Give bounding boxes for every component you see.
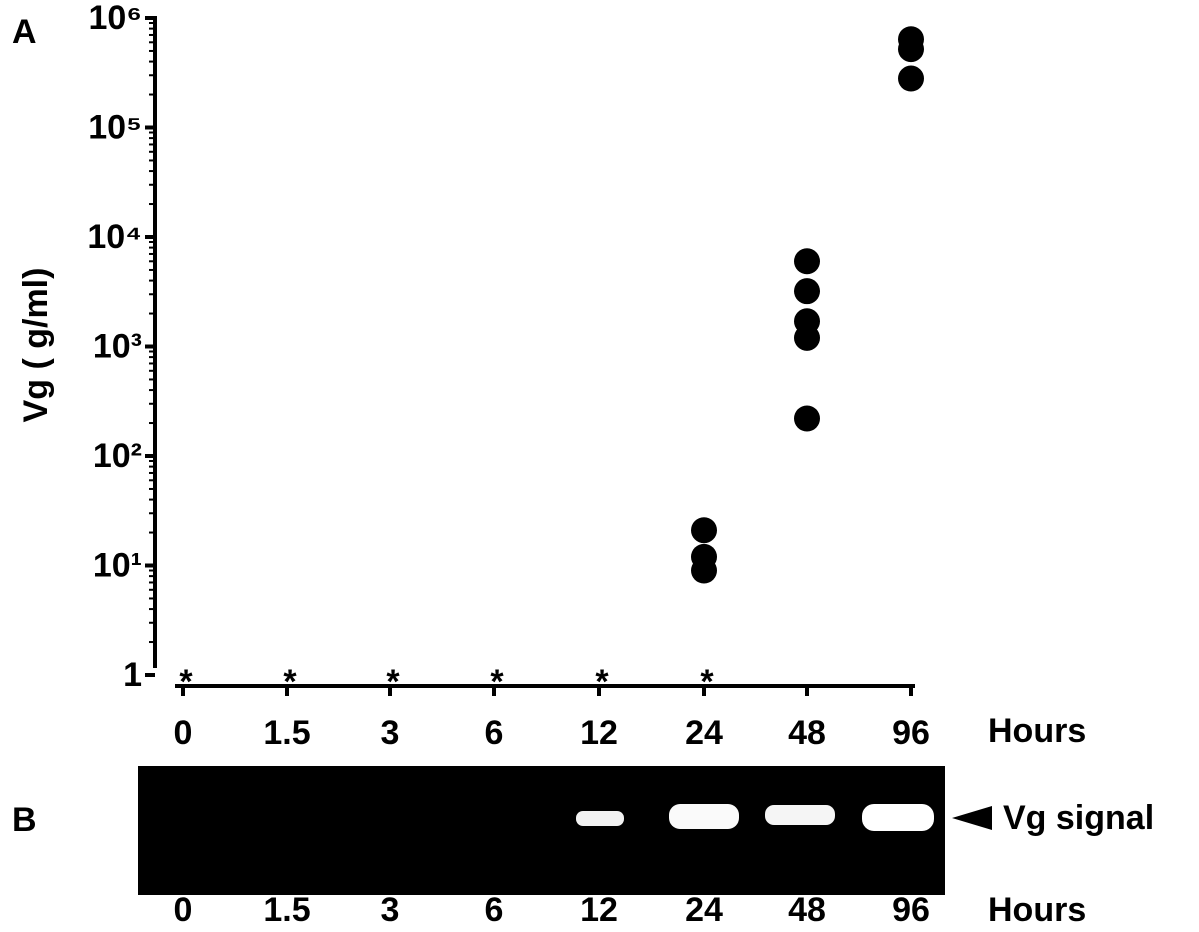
x-tick-label: 12 bbox=[580, 714, 618, 752]
y-tick-label: 10⁵ bbox=[88, 108, 142, 146]
annotation: * bbox=[490, 663, 504, 701]
panel-label: B bbox=[12, 801, 37, 839]
y-tick-label: 10⁶ bbox=[89, 0, 142, 37]
y-tick-label: 1 bbox=[123, 656, 142, 694]
gel-band bbox=[576, 811, 624, 826]
x-axis-label: Hours bbox=[988, 712, 1086, 750]
annotation: * bbox=[283, 663, 297, 701]
x-tick-label: 6 bbox=[485, 714, 504, 752]
y-tick-label: 10³ bbox=[93, 327, 142, 365]
band-arrow bbox=[952, 806, 992, 830]
gel-image bbox=[138, 766, 945, 895]
gel-band bbox=[862, 804, 934, 831]
x-tick-label: 3 bbox=[381, 714, 400, 752]
y-tick-label: 10² bbox=[93, 437, 142, 475]
point bbox=[794, 248, 820, 274]
point bbox=[794, 325, 820, 351]
x-tick-label: 0 bbox=[174, 714, 193, 752]
y-tick-label: 10⁴ bbox=[87, 218, 142, 256]
gel-band bbox=[669, 804, 739, 829]
point bbox=[898, 66, 924, 92]
point bbox=[898, 36, 924, 62]
band-label: Vg signal bbox=[1003, 799, 1154, 837]
lane-label: 1.5 bbox=[263, 891, 310, 929]
point bbox=[794, 406, 820, 432]
lane-label: 96 bbox=[892, 891, 930, 929]
point bbox=[794, 278, 820, 304]
x-tick-label: 48 bbox=[788, 714, 826, 752]
x-tick-label: 24 bbox=[685, 714, 723, 752]
y-axis-label: Vg ( g/ml) bbox=[17, 268, 55, 423]
panel-label: A bbox=[12, 13, 37, 51]
annotation: * bbox=[386, 663, 400, 701]
lane-label: 48 bbox=[788, 891, 826, 929]
figure: A Vg ( g/ml) Hours B Vg signal Hours 1 10… bbox=[0, 0, 1199, 932]
lane-label: 12 bbox=[580, 891, 618, 929]
annotation: * bbox=[700, 663, 714, 701]
lane-label: 0 bbox=[174, 891, 193, 929]
annotation: * bbox=[595, 663, 609, 701]
lane-label: 3 bbox=[381, 891, 400, 929]
gel-x-label: Hours bbox=[988, 891, 1086, 929]
point bbox=[691, 517, 717, 543]
annotation: * bbox=[179, 663, 193, 701]
lane-label: 24 bbox=[685, 891, 723, 929]
gel-band bbox=[765, 805, 835, 825]
x-tick-label: 96 bbox=[892, 714, 930, 752]
point bbox=[691, 558, 717, 584]
y-tick-label: 10¹ bbox=[93, 546, 142, 584]
lane-label: 6 bbox=[485, 891, 504, 929]
x-tick-label: 1.5 bbox=[263, 714, 310, 752]
